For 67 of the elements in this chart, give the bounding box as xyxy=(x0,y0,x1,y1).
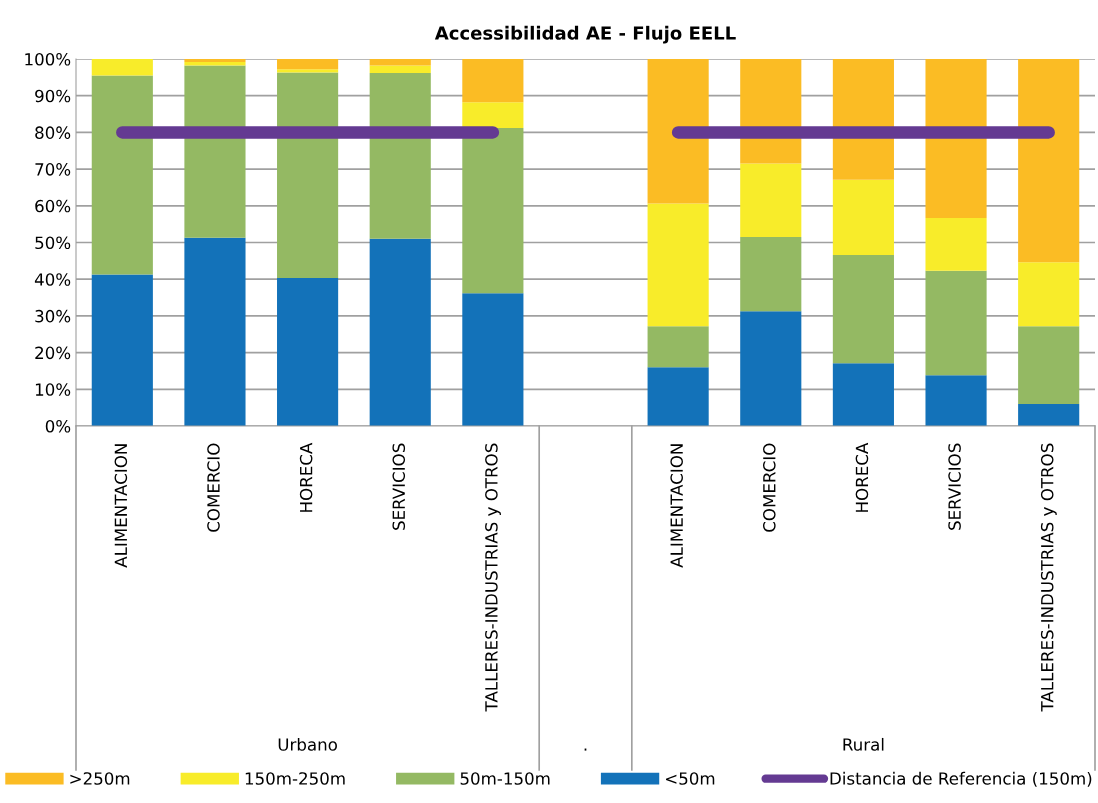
x-tick-label: ALIMENTACION xyxy=(114,444,128,568)
text: . xyxy=(584,748,587,751)
y-tick-label: 70% xyxy=(35,163,71,176)
bar xyxy=(1018,403,1080,426)
bar xyxy=(462,59,524,103)
bar xyxy=(184,59,246,62)
x-tick-label: SERVICIOS xyxy=(948,443,961,530)
bar xyxy=(1018,262,1080,327)
bar xyxy=(832,363,894,426)
bar xyxy=(925,270,987,376)
y-tick-label: 50% xyxy=(35,236,71,250)
bar xyxy=(91,59,153,76)
legend-label: <50m xyxy=(666,772,715,785)
x-tick-label: COMERCIO xyxy=(207,443,220,532)
y-tick-label: 20% xyxy=(35,346,71,360)
bar xyxy=(91,75,153,275)
legend-label: >250m xyxy=(70,772,130,785)
bar xyxy=(925,59,987,218)
bar xyxy=(277,72,339,279)
bar xyxy=(369,72,431,239)
text: Rural xyxy=(843,737,884,751)
bar xyxy=(277,69,339,73)
y-tick-label: 80% xyxy=(35,126,71,139)
y-tick-label: 90% xyxy=(35,89,71,103)
bar xyxy=(832,179,894,255)
bar xyxy=(1018,59,1080,263)
y-tick-label: 10% xyxy=(35,383,71,396)
bar xyxy=(277,59,339,70)
x-tick-label: HORECA xyxy=(299,442,313,512)
y-tick-label: 30% xyxy=(35,309,71,323)
bar xyxy=(647,367,709,426)
x-tick-label: HORECA xyxy=(855,442,869,512)
text: Urbano xyxy=(278,737,337,751)
bar xyxy=(462,102,524,128)
x-tick-label: TALLERES-INDUSTRIAS y OTROS xyxy=(485,443,501,712)
chart-title: Accessibilidad AE - Flujo EELL xyxy=(434,25,736,44)
legend-label: Distancia de Referencia (150m) xyxy=(830,771,1092,787)
bar xyxy=(647,203,709,327)
legend-label: 50m-150m xyxy=(460,772,550,785)
legend-label: 150m-250m xyxy=(245,772,345,785)
bar xyxy=(647,59,709,204)
y-tick-label: 100% xyxy=(25,52,71,66)
bar xyxy=(740,237,802,312)
bar xyxy=(369,65,431,73)
y-tick-label: 0% xyxy=(45,419,71,433)
bar xyxy=(1018,326,1080,404)
bar xyxy=(369,59,431,66)
bar xyxy=(184,65,246,238)
bar xyxy=(740,311,802,426)
bar xyxy=(277,278,339,426)
bar xyxy=(91,274,153,426)
bar xyxy=(740,163,802,237)
x-tick-label: ALIMENTACION xyxy=(670,444,683,568)
bar xyxy=(832,254,894,364)
bar xyxy=(647,326,709,368)
bar xyxy=(925,217,987,271)
bar xyxy=(462,128,524,294)
y-tick-label: 60% xyxy=(35,199,71,213)
bar xyxy=(184,61,246,66)
x-tick-label: TALLERES-INDUSTRIAS y OTROS xyxy=(1040,443,1057,712)
x-tick-label: SERVICIOS xyxy=(392,443,406,530)
y-tick-label: 40% xyxy=(34,273,71,286)
bar xyxy=(369,238,431,426)
bar xyxy=(184,237,246,426)
bar xyxy=(462,293,524,426)
bar xyxy=(925,375,987,426)
x-tick-label: COMERCIO xyxy=(763,443,776,532)
